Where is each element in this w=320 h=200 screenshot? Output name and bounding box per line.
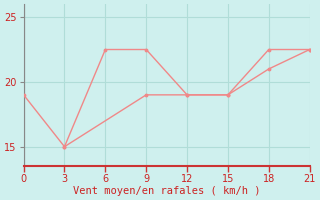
X-axis label: Vent moyen/en rafales ( km/h ): Vent moyen/en rafales ( km/h ) <box>73 186 260 196</box>
